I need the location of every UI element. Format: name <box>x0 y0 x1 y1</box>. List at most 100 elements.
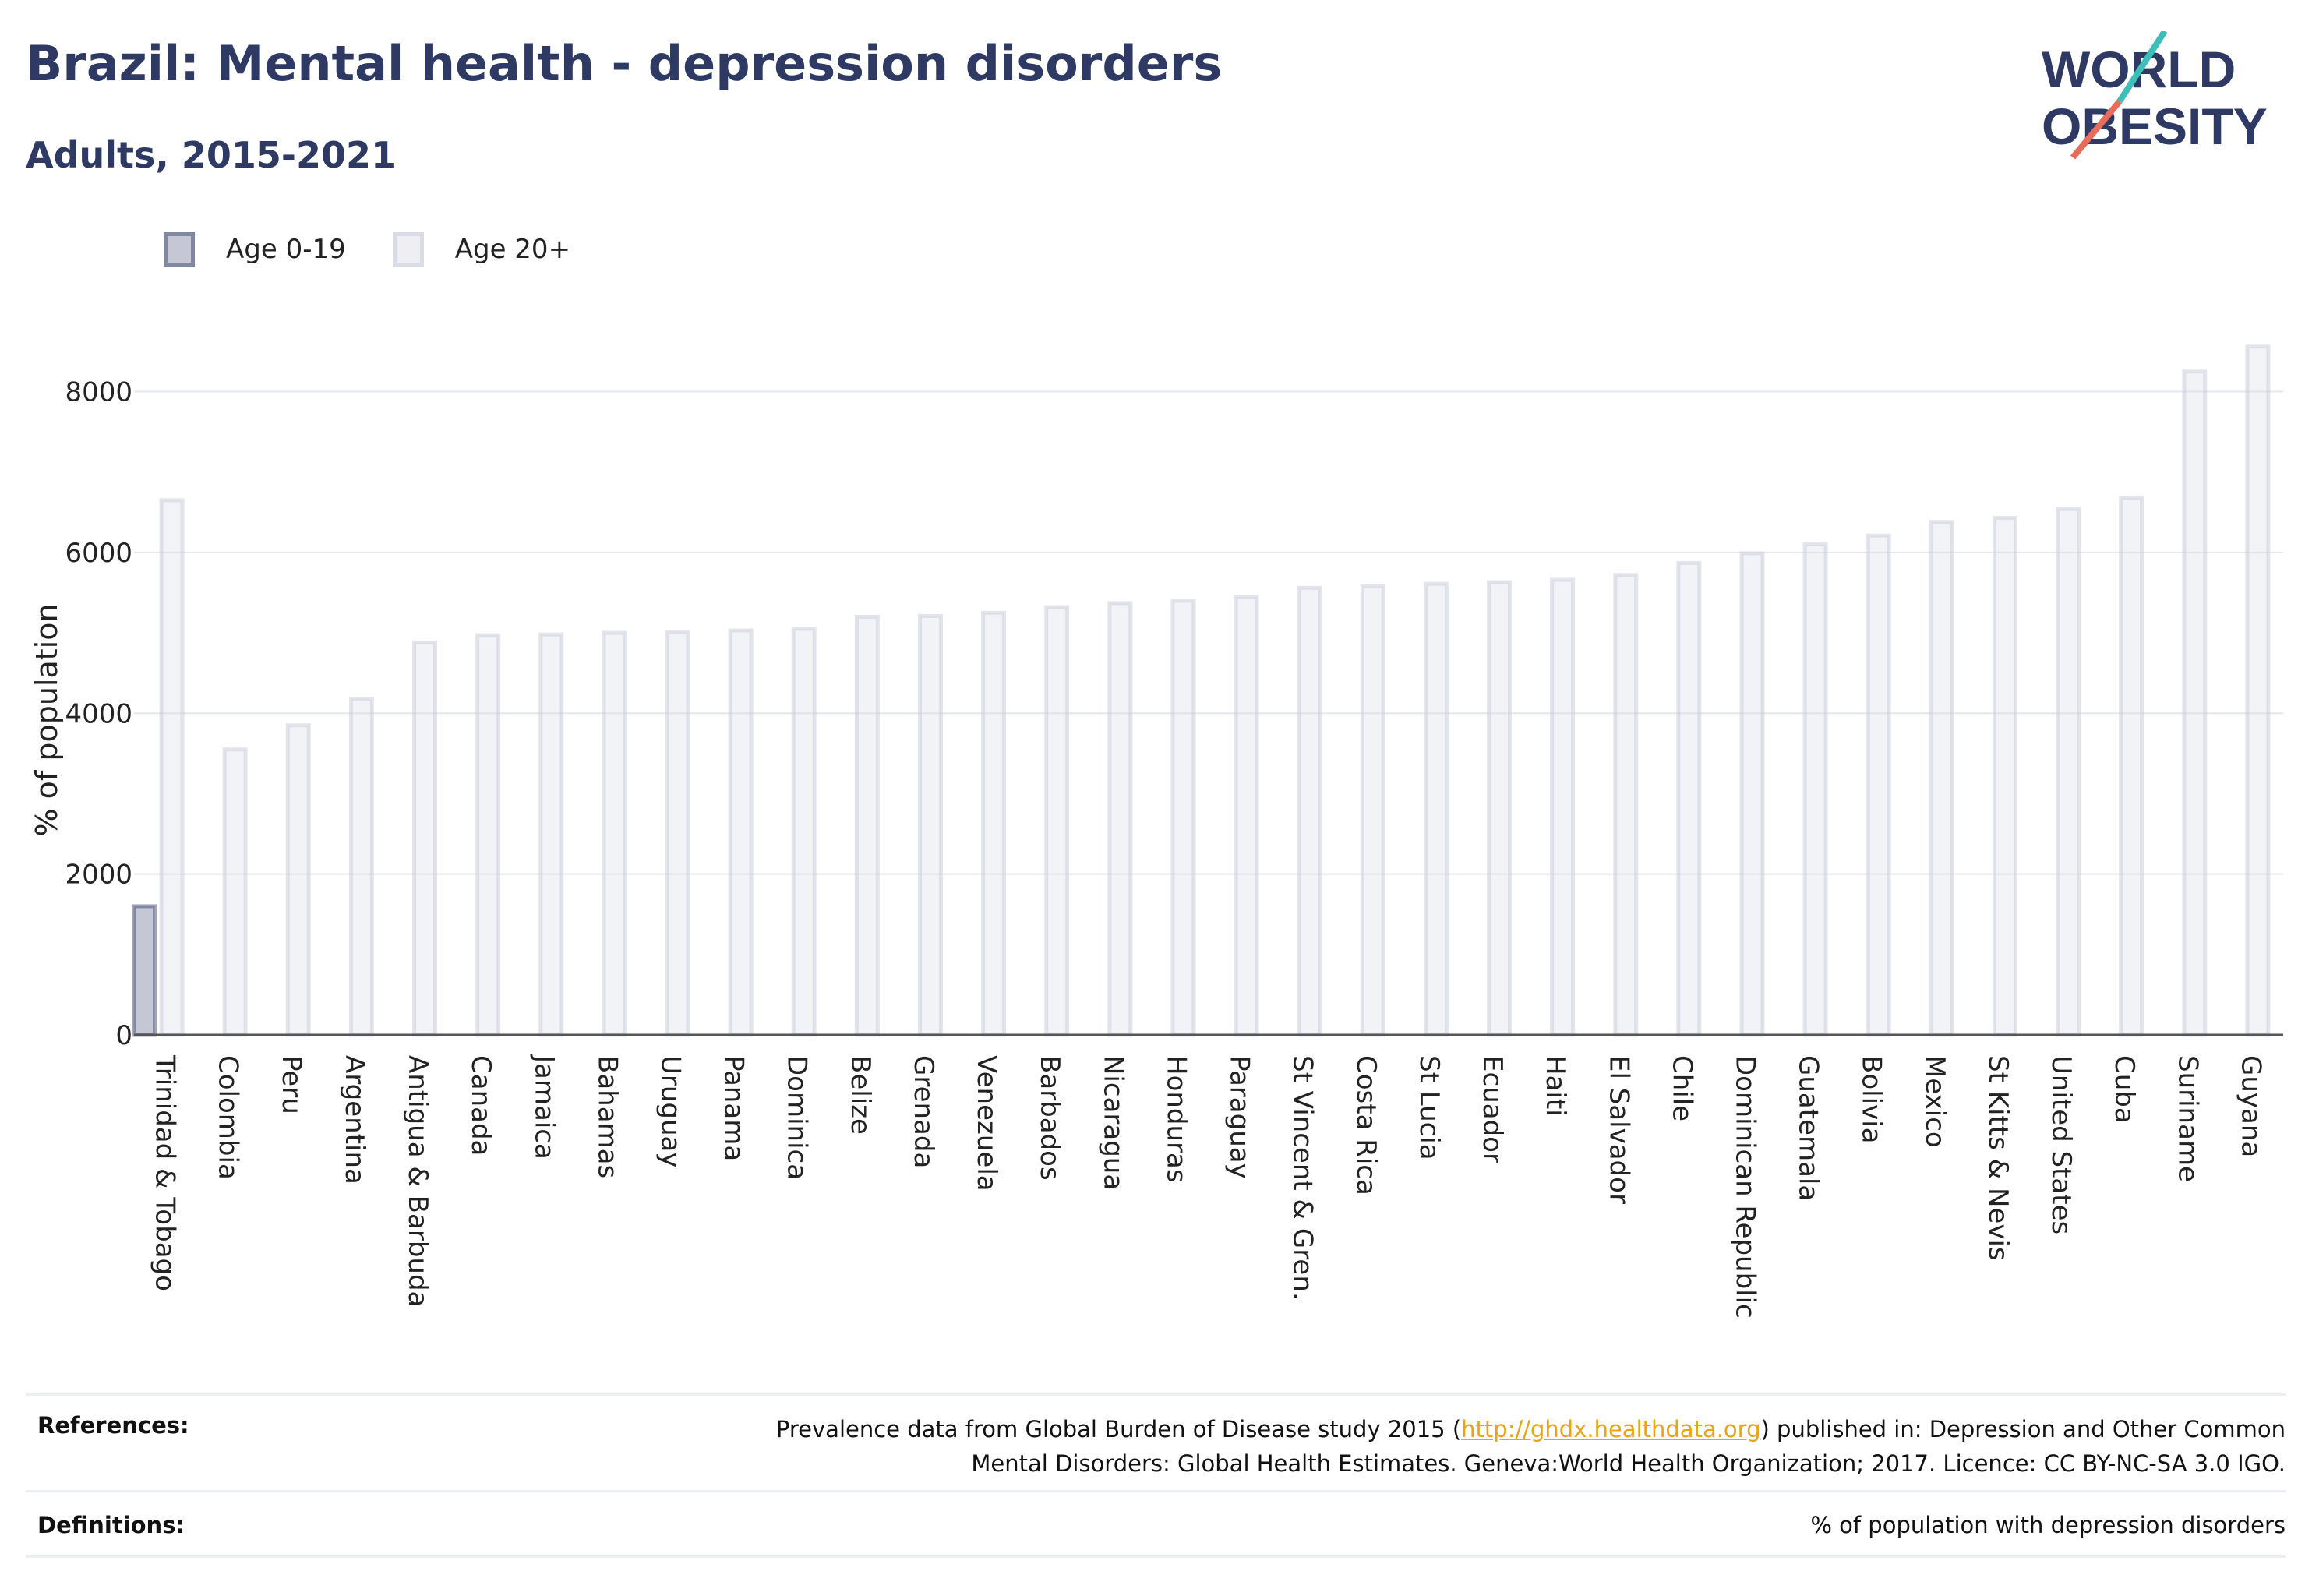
definitions-text: % of population with depression disorder… <box>1810 1512 2286 1538</box>
x-tick-label: Jamaica <box>528 1054 559 1160</box>
legend-item-age-0-19[interactable]: Age 0-19 <box>164 232 346 267</box>
x-tick-label: Costa Rica <box>1350 1055 1382 1195</box>
x-tick-label: Belize <box>845 1055 876 1135</box>
definitions-row: Definitions: % of population with depres… <box>26 1512 2286 1551</box>
footer-divider-bottom <box>26 1555 2286 1558</box>
page-subtitle: Adults, 2015-2021 <box>26 134 397 176</box>
bar-age-20-plus <box>1360 584 1385 1037</box>
bar-age-20-plus <box>285 723 311 1037</box>
x-tick-label: United States <box>2046 1055 2077 1234</box>
x-tick-label: Paraguay <box>1224 1055 1255 1179</box>
bar-age-20-plus <box>665 630 690 1037</box>
references-text: Prevalence data from Global Burden of Di… <box>776 1412 2286 1481</box>
references-row: References: Prevalence data from Global … <box>26 1412 2286 1490</box>
y-axis-label: % of population <box>30 603 64 836</box>
bar-age-20-plus <box>475 633 501 1037</box>
x-tick-label: Mexico <box>1919 1055 1950 1148</box>
bar-age-0-19 <box>132 904 157 1037</box>
x-tick-label: Guyana <box>2235 1055 2266 1157</box>
bar-age-20-plus <box>1802 542 1828 1037</box>
legend-label-age-20-plus: Age 20+ <box>454 234 571 265</box>
page-title: Brazil: Mental health - depression disor… <box>26 35 1223 92</box>
x-tick-label: Grenada <box>908 1055 939 1168</box>
x-tick-label: Uruguay <box>655 1055 687 1168</box>
definitions-label: Definitions: <box>37 1512 185 1538</box>
footer-divider-middle <box>26 1490 2286 1492</box>
x-tick-label: Ecuador <box>1477 1055 1508 1163</box>
references-line1: Prevalence data from Global Burden of Di… <box>776 1412 2286 1446</box>
references-label: References: <box>37 1412 189 1439</box>
bar-age-20-plus <box>1044 605 1070 1037</box>
bar-age-20-plus <box>348 697 374 1037</box>
legend-swatch-age-20-plus <box>392 232 424 267</box>
x-tick-label: Dominican Republic <box>1730 1055 1761 1319</box>
bar-age-20-plus <box>1676 560 1702 1037</box>
x-tick-label: Venezuela <box>971 1055 1002 1192</box>
bar-age-20-plus <box>1297 585 1322 1037</box>
bar-age-20-plus <box>2182 369 2208 1037</box>
bar-age-20-plus <box>1170 598 1196 1037</box>
x-tick-label: Haiti <box>1540 1055 1571 1117</box>
footer-divider-top <box>26 1393 2286 1396</box>
x-tick-label: Cuba <box>2109 1055 2140 1124</box>
bar-age-20-plus <box>1992 516 2017 1037</box>
bar-age-20-plus <box>1866 533 1891 1037</box>
x-tick-label: Canada <box>465 1055 496 1156</box>
references-link[interactable]: http://ghdx.healthdata.org <box>1461 1416 1761 1442</box>
logo-slash-bottom <box>2070 99 2123 160</box>
x-tick-label: Antigua & Barbuda <box>402 1055 433 1307</box>
bar-age-20-plus <box>222 747 248 1037</box>
bar-age-20-plus <box>2119 496 2144 1037</box>
bar-age-20-plus <box>1107 601 1133 1037</box>
x-tick-label: Suriname <box>2172 1055 2203 1182</box>
x-tick-label: Honduras <box>1160 1055 1191 1183</box>
x-tick-label: St Vincent & Gren. <box>1287 1055 1318 1301</box>
x-tick-label: Trinidad & Tobago <box>150 1054 181 1291</box>
bar-age-20-plus <box>1929 520 1954 1037</box>
x-tick-label: Nicaragua <box>1097 1055 1128 1190</box>
chart-legend: Age 0-19 Age 20+ <box>164 232 617 267</box>
world-obesity-logo: WORLD OBESITY <box>2026 29 2291 171</box>
bar-age-20-plus <box>1423 581 1449 1037</box>
x-tick-label: Dominica <box>782 1055 813 1180</box>
y-tick-label: 0 <box>115 1020 132 1051</box>
bar-age-20-plus <box>1613 573 1639 1037</box>
bar-chart: 0 2000 4000 6000 8000 % of population Trinidad… <box>30 344 2283 1319</box>
x-tick-label: Argentina <box>339 1055 370 1185</box>
x-tick-label: El Salvador <box>1603 1055 1634 1204</box>
x-tick-label: Colombia <box>213 1055 244 1180</box>
y-tick-label: 6000 <box>65 538 132 569</box>
logo-graphic: WORLD OBESITY <box>2042 29 2268 160</box>
bar-age-20-plus <box>538 632 564 1037</box>
legend-swatch-age-0-19 <box>164 232 195 267</box>
bar-age-20-plus <box>981 610 1007 1037</box>
logo-slash-top <box>2116 29 2168 104</box>
bar-age-20-plus <box>2056 507 2081 1037</box>
bar-age-20-plus <box>2245 344 2271 1037</box>
x-tick-label: Barbados <box>1034 1055 1065 1181</box>
bar-age-20-plus <box>412 640 438 1037</box>
y-tick-label: 2000 <box>65 860 132 891</box>
bar-age-20-plus <box>1550 577 1576 1037</box>
references-line1-before: Prevalence data from Global Burden of Di… <box>775 1416 1462 1442</box>
legend-label-age-0-19: Age 0-19 <box>226 234 346 265</box>
x-tick-label: St Lucia <box>1414 1055 1445 1160</box>
bar-age-20-plus <box>602 630 627 1037</box>
x-tick-label: St Kitts & Nevis <box>1982 1055 2014 1261</box>
bar-age-20-plus <box>791 627 817 1037</box>
bar-age-20-plus <box>917 613 943 1037</box>
legend-item-age-20-plus[interactable]: Age 20+ <box>392 232 571 267</box>
x-tick-label: Chile <box>1666 1055 1697 1121</box>
bar-age-20-plus <box>159 498 185 1037</box>
x-tick-label: Peru <box>276 1055 307 1114</box>
bar-age-20-plus <box>854 614 880 1037</box>
x-tick-label: Panama <box>718 1055 750 1161</box>
bar-age-20-plus <box>1234 595 1259 1037</box>
x-tick-label: Bolivia <box>1856 1055 1887 1143</box>
bar-age-20-plus <box>1487 580 1513 1037</box>
y-tick-label: 8000 <box>65 377 132 408</box>
references-line1-after: ) published in: Depression and Other Com… <box>1760 1416 2286 1442</box>
x-tick-label: Guatemala <box>1793 1055 1824 1201</box>
bar-age-20-plus <box>728 628 754 1037</box>
bar-age-20-plus <box>1739 551 1765 1037</box>
